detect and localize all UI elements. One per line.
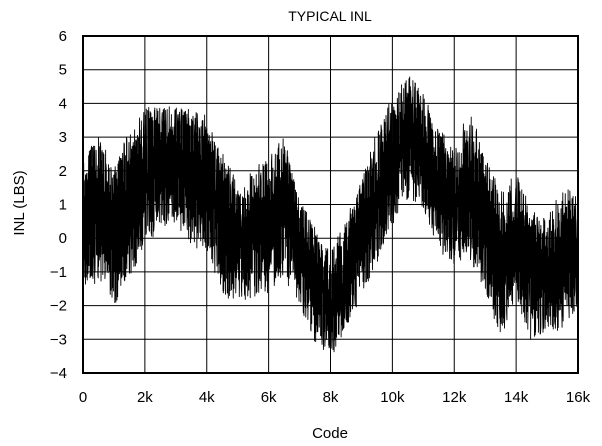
x-tick-labels: 0 2k 4k 6k 8k 10k 12k 14k 16k [79, 389, 591, 406]
x-axis-title: Code [312, 425, 348, 442]
y-tick-label-6: 0 [59, 230, 67, 247]
x-tick-label-1: 2k [137, 389, 153, 406]
y-tick-label-0: 6 [59, 28, 67, 45]
x-tick-label-7: 14k [504, 389, 529, 406]
x-tick-label-6: 12k [442, 389, 467, 406]
plot-frame [82, 35, 579, 374]
y-axis-title: INL (LBS) [11, 170, 28, 235]
x-tick-label-2: 4k [199, 389, 215, 406]
y-tick-label-5: 1 [59, 197, 67, 214]
y-tick-label-1: 5 [59, 62, 67, 79]
y-tick-label-10: −4 [50, 365, 67, 382]
inl-trace [82, 76, 579, 353]
y-tick-label-7: −1 [50, 264, 67, 281]
y-tick-label-9: −3 [50, 331, 67, 348]
y-tick-label-4: 2 [59, 163, 67, 180]
y-tick-label-3: 3 [59, 129, 67, 146]
y-tick-labels: 6 5 4 3 2 1 0 −1 −2 −3 −4 [50, 28, 67, 382]
x-tick-label-3: 6k [261, 389, 277, 406]
inl-series-line [82, 76, 579, 353]
y-tick-label-2: 4 [59, 95, 67, 112]
x-tick-label-0: 0 [79, 389, 87, 406]
x-tick-label-4: 8k [323, 389, 339, 406]
chart-title: TYPICAL INL [288, 8, 372, 24]
x-tick-label-5: 10k [380, 389, 405, 406]
y-tick-label-8: −2 [50, 298, 67, 315]
x-tick-label-8: 16k [566, 389, 591, 406]
